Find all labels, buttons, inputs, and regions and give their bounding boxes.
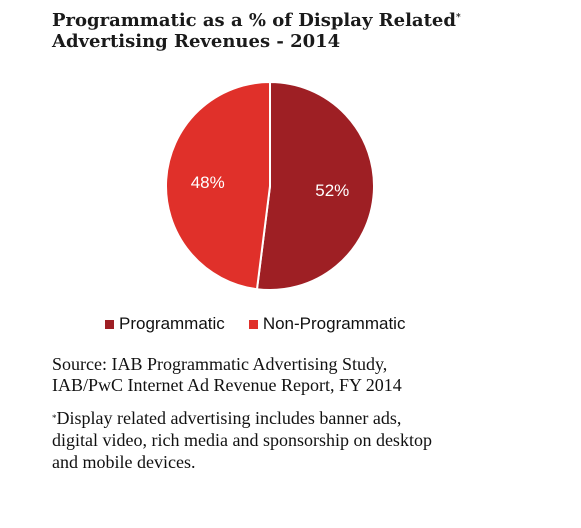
legend-label-programmatic: Programmatic (119, 314, 225, 333)
chart-title: Programmatic as a % of Display Related* … (52, 10, 572, 52)
legend-swatch-non-programmatic (248, 319, 258, 329)
footnote-line-3: and mobile devices. (52, 452, 196, 472)
footnote-line-1: *Display related advertising includes ba… (52, 407, 572, 429)
legend-item-programmatic: Programmatic (105, 314, 225, 334)
source-text: Source: IAB Programmatic Advertising Stu… (52, 354, 572, 396)
pie-slice-non-programmatic (165, 80, 271, 291)
footnote-marker: * (455, 13, 461, 23)
legend-label-non-programmatic: Non-Programmatic (262, 314, 406, 333)
legend-item-non-programmatic: Non-Programmatic (248, 314, 406, 334)
chart-title-text-1: Programmatic as a % of Display Related (52, 10, 456, 31)
footnote-text: *Display related advertising includes ba… (52, 407, 572, 473)
chart-title-line-2: Advertising Revenues - 2014 (52, 31, 341, 52)
footnote-line-2: digital video, rich media and sponsorshi… (52, 430, 432, 450)
source-line-1: Source: IAB Programmatic Advertising Stu… (52, 354, 388, 374)
footnote-line-1-text: Display related advertising includes ban… (56, 408, 402, 428)
legend-swatch-programmatic (105, 319, 114, 329)
footnote-note-marker: * (52, 413, 57, 423)
chart-title-line-1: Programmatic as a % of Display Related* (52, 10, 572, 31)
pie-slices (165, 80, 375, 291)
pie-labels: 52% 48% (191, 173, 350, 200)
chart-legend: Programmatic Non-Programmatic (105, 314, 429, 334)
pie-slice-programmatic (255, 80, 375, 291)
pie-label-programmatic: 52% (315, 181, 349, 200)
pie-label-non-programmatic: 48% (191, 173, 225, 192)
source-line-2: IAB/PwC Internet Ad Revenue Report, FY 2… (52, 375, 402, 395)
